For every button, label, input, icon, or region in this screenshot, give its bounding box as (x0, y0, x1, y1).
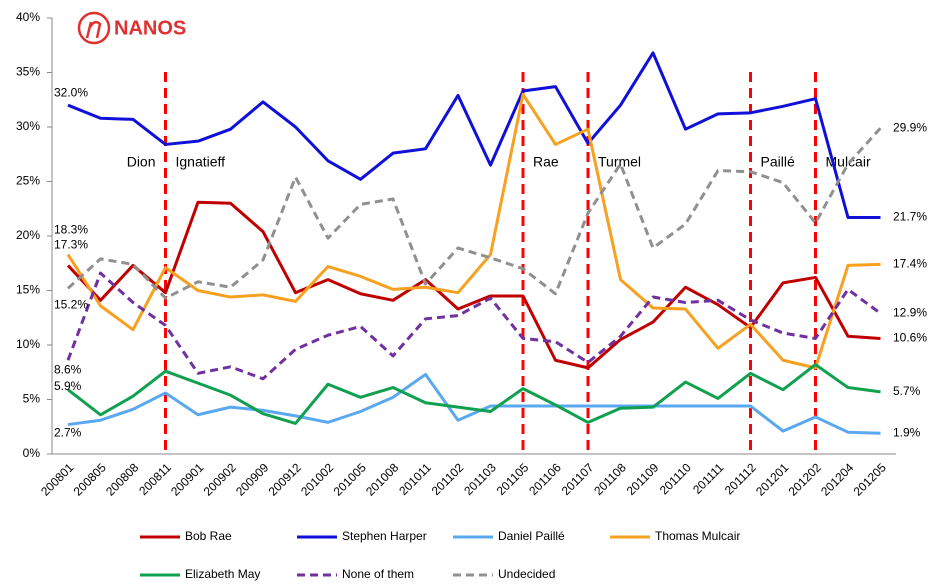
series-line (66, 271, 882, 381)
x-tick-label: 201201 (753, 460, 791, 498)
x-tick-label: 201109 (624, 460, 662, 498)
value-label: 21.7% (893, 210, 927, 224)
x-tick-label: 201202 (786, 460, 824, 498)
x-tick-label: 200805 (71, 460, 109, 498)
y-tick-label: 30% (16, 119, 40, 133)
legend-label: Bob Rae (185, 529, 232, 543)
event-label: Ignatieff (176, 154, 226, 170)
x-tick-label: 201008 (363, 460, 401, 498)
x-tick-label: 201103 (461, 460, 499, 498)
event-label: Dion (127, 154, 156, 170)
value-label: 1.9% (893, 425, 921, 439)
x-tick-label: 201105 (494, 460, 532, 498)
series-line (67, 372, 881, 435)
value-label: 12.9% (893, 306, 927, 320)
legend-label: Elizabeth May (185, 567, 260, 581)
legend-label: Undecided (498, 567, 555, 581)
legend-label: Stephen Harper (342, 529, 427, 543)
event-label: Paillé (761, 154, 795, 170)
x-tick-label: 200901 (168, 460, 206, 498)
legend-label: Daniel Paillé (498, 529, 565, 543)
logo-mark (85, 20, 102, 39)
y-tick-label: 20% (16, 228, 40, 242)
value-label: 17.4% (893, 257, 927, 271)
x-tick-label: 201204 (818, 460, 856, 498)
x-tick-label: 201005 (331, 460, 369, 498)
value-label: 8.6% (54, 362, 82, 376)
legend-label: Thomas Mulcair (655, 529, 740, 543)
y-tick-label: 5% (23, 392, 41, 406)
y-tick-label: 40% (16, 10, 40, 24)
value-label: 15.2% (54, 297, 88, 311)
x-tick-label: 200808 (103, 460, 141, 498)
series-line (66, 127, 882, 300)
logo-circle (77, 11, 111, 45)
logo-text: NANOS (114, 17, 186, 39)
logo: NANOS (77, 11, 186, 45)
series-line (67, 51, 881, 219)
x-tick-label: 201107 (559, 460, 597, 498)
y-tick-label: 10% (16, 337, 40, 351)
y-tick-label: 0% (23, 446, 41, 460)
value-label: 5.7% (893, 384, 921, 398)
x-tick-label: 200902 (201, 460, 239, 498)
value-label: 2.7% (54, 426, 82, 440)
series-line (66, 200, 881, 370)
value-label: 18.3% (54, 223, 88, 237)
value-label: 10.6% (893, 331, 927, 345)
x-tick-label: 201011 (396, 460, 434, 498)
y-tick-label: 25% (16, 174, 40, 188)
x-tick-label: 201106 (526, 460, 564, 498)
series-line (67, 363, 881, 425)
y-tick-label: 15% (16, 283, 40, 297)
x-tick-label: 201102 (429, 460, 467, 498)
x-tick-label: 201112 (722, 460, 759, 497)
x-tick-label: 201002 (298, 460, 336, 498)
x-tick-label: 200909 (233, 460, 271, 498)
x-tick-label: 200811 (136, 460, 174, 498)
event-label: Rae (533, 154, 559, 170)
x-tick-label: 201205 (851, 460, 889, 498)
value-label: 32.0% (54, 85, 88, 99)
x-tick-label: 201110 (657, 460, 694, 497)
legend-label: None of them (342, 567, 414, 581)
event-label: Turmel (598, 154, 641, 170)
y-tick-label: 35% (16, 65, 40, 79)
value-label: 17.3% (54, 238, 88, 252)
value-label: 5.9% (54, 379, 82, 393)
series-line (66, 92, 881, 370)
x-tick-label: 201108 (591, 460, 629, 498)
x-tick-label: 201111 (690, 460, 727, 497)
value-label: 29.9% (893, 120, 927, 134)
x-tick-label: 200912 (266, 460, 304, 498)
x-tick-label: 200801 (38, 460, 76, 498)
